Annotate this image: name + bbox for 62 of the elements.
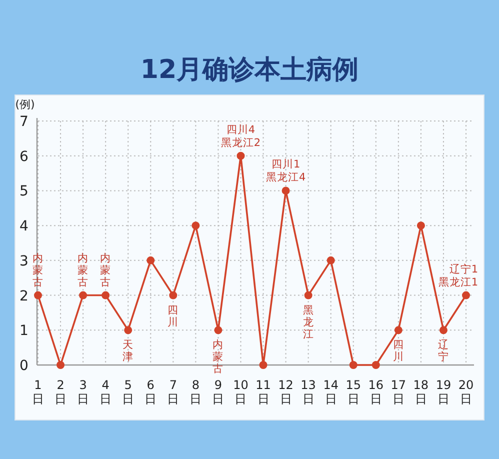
x-tick-label: 2日 [54,378,67,406]
y-tick-label: 5 [20,184,28,200]
point [372,361,380,369]
x-tick-label: 18日 [413,378,429,406]
x-tick-label: 20日 [458,378,474,406]
y-tick-label: 0 [20,358,28,374]
annotation: 四川 [392,339,404,364]
point [349,361,358,369]
y-tick-label: 2 [20,288,28,304]
point [394,326,402,334]
annotation: 四川1 黑龙江4 [266,158,306,184]
point [439,326,448,334]
point [214,326,222,334]
x-tick-label: 12日 [278,378,294,406]
point [236,152,245,160]
y-axis-title: (例) [15,98,35,111]
x-tick-label: 6日 [144,378,157,406]
point [146,256,155,264]
point [282,186,290,195]
x-tick-label: 11日 [256,378,271,406]
annotation: 内蒙古 [32,251,44,288]
y-tick-label: 1 [20,323,28,340]
x-tick-label: 9日 [212,378,224,406]
chart-title: 12月确诊本土病例 [140,55,359,85]
x-tick-label: 19日 [436,378,452,406]
x-tick-label: 16日 [368,378,384,406]
y-tick-label: 4 [20,218,29,235]
x-tick-label: 3日 [77,378,90,406]
x-tick-label: 1日 [32,378,44,406]
x-tick-label: 5日 [122,378,134,406]
x-tick-label: 13日 [300,378,316,406]
y-tick-label: 3 [20,253,28,270]
annotation: 内蒙古 [78,251,89,288]
annotation: 辽宁1 黑龙江1 [438,262,478,288]
x-tick-label: 7日 [167,378,180,406]
x-tick-label: 4日 [100,378,112,406]
x-tick-label: 14日 [323,378,338,406]
x-tick-label: 8日 [190,378,202,406]
point [34,291,42,300]
point [79,291,88,300]
annotation: 内蒙古 [100,251,112,288]
point [304,291,312,300]
annotation: 内蒙古 [212,338,224,376]
point [416,222,425,230]
point [192,222,200,230]
point [56,361,65,369]
annotation: 四川4 黑龙江2 [220,122,261,149]
x-tick-label: 15日 [346,378,362,406]
point [169,291,178,300]
point [102,291,110,300]
x-tick-label: 17日 [390,378,406,406]
y-tick-label: 6 [20,148,29,165]
point [462,291,470,300]
point [124,326,132,334]
annotation: 辽宁 [438,339,449,364]
point [259,361,268,369]
x-tick-label: 10日 [233,378,248,406]
annotation: 黑龙江 [302,304,314,340]
point [326,256,335,264]
annotation: 天津 [122,339,134,364]
y-tick-label: 7 [20,114,28,130]
annotation: 四川 [168,304,179,328]
